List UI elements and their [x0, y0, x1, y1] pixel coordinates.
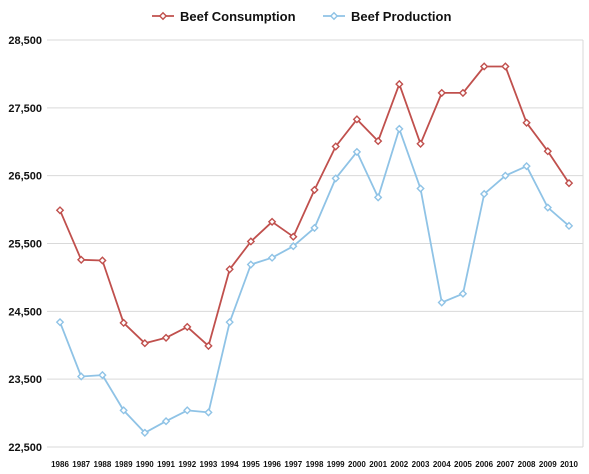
- legend: Beef Consumption Beef Production: [152, 9, 451, 24]
- data-point: [246, 237, 256, 246]
- series-beef-consumption: [55, 62, 574, 351]
- x-tick-label: 1994: [221, 460, 239, 469]
- x-tick-label: 2000: [348, 460, 366, 469]
- x-tick-label: 2007: [496, 460, 514, 469]
- data-point: [204, 408, 213, 417]
- data-point: [246, 260, 256, 269]
- data-point: [522, 118, 531, 127]
- data-point: [416, 184, 425, 193]
- data-point: [373, 193, 383, 202]
- x-tick-label: 2004: [433, 460, 451, 469]
- data-point: [77, 372, 86, 381]
- x-tick-label: 1989: [115, 460, 133, 469]
- data-point: [373, 136, 383, 146]
- y-tick-label: 28,500: [8, 35, 42, 47]
- data-point: [564, 221, 574, 231]
- data-point: [289, 232, 298, 241]
- data-point: [352, 115, 362, 124]
- data-point: [161, 417, 171, 426]
- data-point: [119, 406, 128, 415]
- data-point: [140, 339, 150, 348]
- data-point: [98, 256, 107, 265]
- x-tick-label: 2003: [412, 460, 430, 469]
- legend-marker: [158, 11, 168, 21]
- data-point: [55, 317, 65, 327]
- data-point: [161, 333, 171, 342]
- y-tick-label: 23,500: [8, 374, 42, 386]
- x-tick-label: 1986: [51, 460, 69, 469]
- series-beef-production: [55, 124, 574, 437]
- x-tick-label: 1987: [72, 460, 90, 469]
- data-point: [458, 88, 468, 98]
- x-tick-label: 1995: [242, 460, 260, 469]
- data-point: [395, 79, 404, 89]
- data-point: [437, 88, 446, 98]
- x-tick-label: 1996: [263, 460, 281, 469]
- x-tick-label: 1997: [284, 460, 302, 469]
- x-tick-label: 1991: [157, 460, 175, 469]
- x-tick-label: 1998: [306, 460, 324, 469]
- y-tick-label: 27,500: [8, 103, 42, 115]
- x-tick-label: 1988: [94, 460, 112, 469]
- y-tick-label: 25,500: [8, 239, 42, 251]
- data-point: [501, 62, 510, 71]
- y-tick-label: 26,500: [8, 171, 42, 183]
- data-point: [501, 171, 510, 180]
- data-point: [331, 142, 340, 151]
- data-point: [140, 428, 150, 437]
- x-axis: 1986 1987 1988 1989 1990 1991 1992 1993 1994 1995…: [51, 460, 578, 469]
- x-tick-label: 1993: [200, 460, 218, 469]
- data-point: [183, 322, 192, 332]
- series-line: [59, 65, 570, 347]
- x-tick-label: 2006: [475, 460, 493, 469]
- legend-item: Beef Production: [323, 9, 451, 24]
- x-tick-label: 2009: [539, 460, 557, 469]
- x-tick-label: 2001: [369, 460, 387, 469]
- x-tick-label: 2005: [454, 460, 472, 469]
- y-axis: 22,500 23,500 24,500 25,500 26,500 27,500 28,5…: [8, 35, 42, 454]
- data-point: [310, 223, 319, 233]
- x-tick-label: 1999: [327, 460, 345, 469]
- data-point: [416, 139, 425, 148]
- x-tick-label: 1990: [136, 460, 154, 469]
- legend-label: Beef Production: [351, 9, 451, 24]
- data-point: [183, 406, 192, 415]
- legend-item: Beef Consumption: [152, 9, 296, 24]
- data-point: [395, 124, 404, 134]
- data-point: [352, 147, 362, 157]
- gridlines: [47, 39, 584, 448]
- data-point: [119, 318, 128, 328]
- data-point: [225, 265, 234, 274]
- data-point: [479, 62, 489, 71]
- x-tick-label: 2002: [390, 460, 408, 469]
- series-layer: [55, 62, 574, 437]
- data-point: [204, 341, 213, 351]
- legend-label: Beef Consumption: [180, 9, 296, 24]
- x-tick-label: 2010: [560, 460, 578, 469]
- data-point: [331, 174, 340, 183]
- data-point: [98, 370, 107, 380]
- data-point: [479, 189, 489, 199]
- data-point: [77, 255, 86, 264]
- data-point: [310, 185, 319, 195]
- data-point: [522, 161, 531, 171]
- data-point: [267, 253, 277, 262]
- y-tick-label: 22,500: [8, 442, 42, 454]
- data-point: [289, 242, 298, 251]
- legend-marker: [329, 11, 339, 21]
- y-tick-label: 24,500: [8, 306, 42, 318]
- x-tick-label: 1992: [178, 460, 196, 469]
- data-point: [55, 206, 65, 215]
- data-point: [225, 317, 234, 327]
- x-tick-label: 2008: [518, 460, 536, 469]
- data-point: [543, 203, 552, 212]
- data-point: [564, 178, 574, 188]
- data-point: [458, 289, 468, 298]
- data-point: [267, 217, 277, 226]
- series-line: [59, 127, 570, 434]
- data-point: [543, 147, 552, 156]
- data-point: [437, 298, 446, 307]
